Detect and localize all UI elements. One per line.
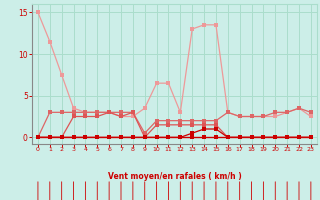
X-axis label: Vent moyen/en rafales ( km/h ): Vent moyen/en rafales ( km/h ) bbox=[108, 172, 241, 181]
